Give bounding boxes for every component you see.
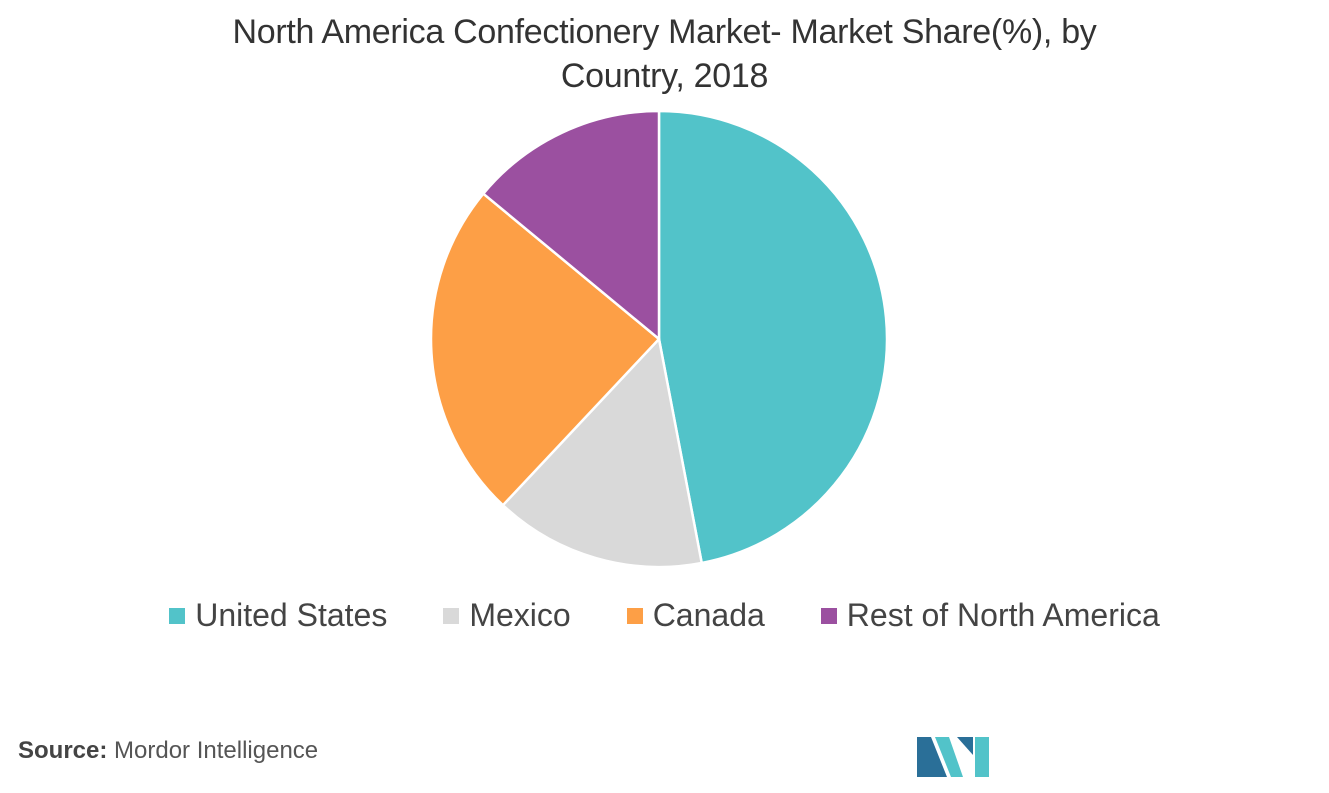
legend-swatch-mexico bbox=[443, 607, 460, 624]
source-note: Source: Mordor Intelligence bbox=[18, 737, 318, 765]
logo-shape-middle bbox=[935, 737, 963, 777]
legend-swatch-united-states bbox=[169, 607, 186, 624]
legend-label-mexico: Mexico bbox=[469, 597, 571, 633]
legend-swatch-rest-of-north-america bbox=[820, 607, 837, 624]
legend-label-rest-of-north-america: Rest of North America bbox=[846, 597, 1160, 633]
chart-legend: United States Mexico Canada Rest of Nort… bbox=[0, 597, 1329, 634]
chart-title: North America Confectionery Market- Mark… bbox=[0, 10, 1329, 98]
legend-swatch-canada bbox=[626, 607, 643, 624]
logo-shape-left bbox=[917, 737, 947, 777]
pie-slice-rest-of-north-america bbox=[482, 109, 661, 341]
legend-label-united-states: United States bbox=[195, 597, 388, 633]
mordor-intelligence-logo-icon bbox=[917, 737, 989, 777]
legend-item-canada: Canada bbox=[626, 597, 765, 634]
logo-shape-right bbox=[957, 737, 973, 755]
legend-label-canada: Canada bbox=[652, 597, 765, 633]
chart-title-line-1: North America Confectionery Market- Mark… bbox=[232, 13, 1097, 51]
legend-item-rest-of-north-america: Rest of North America bbox=[820, 597, 1160, 634]
legend-item-united-states: United States bbox=[169, 597, 387, 634]
source-text: Mordor Intelligence bbox=[114, 737, 319, 764]
source-label: Source: bbox=[18, 737, 108, 764]
pie-slices bbox=[429, 109, 889, 569]
logo-shape-right-bar bbox=[975, 737, 989, 777]
chart-title-line-2: Country, 2018 bbox=[560, 57, 769, 95]
pie-slice-mexico bbox=[501, 337, 703, 569]
legend-item-mexico: Mexico bbox=[443, 597, 571, 634]
pie-slice-united-states bbox=[657, 109, 889, 565]
pie-slice-canada bbox=[429, 192, 661, 507]
